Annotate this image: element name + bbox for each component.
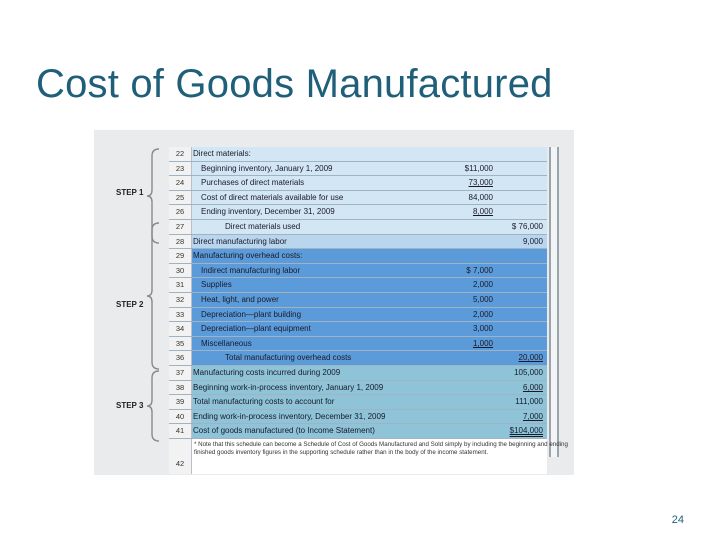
row-number: 36 — [169, 351, 192, 365]
row-number: 35 — [169, 336, 192, 351]
page-number: 24 — [671, 514, 684, 526]
table-row: 23 Beginning inventory, January 1, 2009 $1… — [169, 161, 547, 177]
amount-column-2: 111,000 — [515, 397, 543, 407]
row-label: Heat, light, and power — [201, 295, 279, 304]
table-row: 31 Supplies 2,000 — [169, 278, 547, 293]
row-number: 40 — [169, 409, 192, 424]
amount-column-1: 3,000 — [472, 324, 493, 334]
amount-column-2: 6,000 — [522, 382, 543, 392]
schedule-sheet: 42 * Note that this schedule can become … — [169, 147, 569, 474]
row-label: Direct manufacturing labor — [193, 236, 287, 246]
amount-column-2: 7,000 — [522, 411, 543, 421]
row-label: Manufacturing overhead costs: — [193, 251, 303, 261]
row-number: 25 — [169, 190, 192, 205]
row-number: 31 — [169, 278, 192, 292]
row-number: 30 — [169, 263, 192, 278]
amount-column-2: 9,000 — [522, 236, 543, 246]
row-label: Cost of direct materials available for u… — [201, 192, 344, 202]
table-row: 32 Heat, light, and power 5,000 — [169, 293, 547, 308]
table-row: 40 Ending work-in-process inventory, Dece… — [169, 409, 547, 425]
step-3-label: STEP 3 — [116, 401, 144, 410]
table-row: 30 Indirect manufacturing labor $ 7,000 — [169, 263, 547, 279]
row-label: Total manufacturing overhead costs — [225, 353, 352, 363]
row-number: 24 — [169, 176, 192, 190]
row-label: Cost of goods manufactured (to Income St… — [193, 426, 375, 436]
table-row: 22 Direct materials: — [169, 147, 547, 162]
row-label: Ending inventory, December 31, 2009 — [201, 207, 335, 217]
table-row: 26 Ending inventory, December 31, 2009 8,0… — [169, 205, 547, 220]
amount-column-1: 5,000 — [472, 295, 493, 304]
row-number: 32 — [169, 293, 192, 307]
row-label: Direct materials: — [193, 149, 251, 158]
row-number: 28 — [169, 234, 192, 249]
amount-column-1: 2,000 — [472, 280, 493, 290]
row-label: Supplies — [201, 280, 232, 290]
row-label: Purchases of direct materials — [201, 178, 305, 188]
row-label: Beginning inventory, January 1, 2009 — [201, 163, 333, 173]
table-row: 41 Cost of goods manufactured (to Income … — [169, 424, 547, 439]
footnote-text: * Note that this schedule can become a S… — [194, 441, 568, 456]
row-number: 22 — [169, 147, 192, 161]
table-row: 27 Direct materials used $ 76,000 — [169, 220, 547, 235]
sheet-right-border — [549, 147, 559, 457]
row-number: 23 — [169, 161, 192, 176]
schedule-figure: STEP 1 STEP 2 STEP 3 42 * Note that this… — [94, 130, 574, 475]
row-number: 38 — [169, 380, 192, 395]
amount-column-1: $11,000 — [464, 163, 493, 173]
amount-column-2: 20,000 — [518, 353, 543, 363]
footnote-row-number: 42 — [169, 439, 192, 474]
steps-column: STEP 1 STEP 2 STEP 3 — [94, 130, 169, 475]
table-row: 33 Depreciation—plant building 2,000 — [169, 307, 547, 323]
amount-column-1: 84,000 — [468, 192, 493, 202]
amount-column-2: 105,000 — [514, 368, 543, 377]
row-label: Ending work-in-process inventory, Decemb… — [193, 411, 386, 421]
step-3-brace-icon — [146, 370, 160, 442]
table-row: 34 Depreciation—plant equipment 3,000 — [169, 322, 547, 337]
row-number: 26 — [169, 205, 192, 219]
footnote-row: 42 — [169, 439, 547, 474]
step-2-label: STEP 2 — [116, 300, 144, 309]
table-row: 24 Purchases of direct materials 73,000 — [169, 176, 547, 191]
row-number: 37 — [169, 366, 192, 380]
table-row: 29 Manufacturing overhead costs: — [169, 249, 547, 264]
step-1-label: STEP 1 — [116, 188, 144, 197]
row-label: Miscellaneous — [201, 338, 252, 348]
table-row: 25 Cost of direct materials available for… — [169, 190, 547, 206]
table-row: 36 Total manufacturing overhead costs 20,0… — [169, 351, 547, 366]
row-number: 34 — [169, 322, 192, 336]
amount-column-1: $ 7,000 — [466, 265, 493, 275]
slide-title: Cost of Goods Manufactured — [36, 62, 553, 106]
amount-column-1: 1,000 — [472, 338, 493, 348]
amount-column-2: $ 76,000 — [511, 222, 543, 231]
row-number: 39 — [169, 395, 192, 409]
step-2-brace-icon — [146, 222, 160, 370]
table-row: 35 Miscellaneous 1,000 — [169, 336, 547, 352]
row-label: Manufacturing costs incurred during 2009 — [193, 368, 341, 377]
table-row: 39 Total manufacturing costs to account f… — [169, 395, 547, 410]
amount-column-1: 73,000 — [468, 178, 493, 188]
row-number: 33 — [169, 307, 192, 322]
amount-column-1: 8,000 — [472, 207, 493, 217]
row-number: 41 — [169, 424, 192, 438]
row-number: 27 — [169, 220, 192, 234]
row-label: Depreciation—plant equipment — [201, 324, 311, 334]
table-row: 28 Direct manufacturing labor 9,000 — [169, 234, 547, 250]
amount-column-1: 2,000 — [472, 309, 493, 319]
row-label: Depreciation—plant building — [201, 309, 302, 319]
row-label: Direct materials used — [225, 222, 301, 231]
amount-column-2: $104,000 — [509, 426, 543, 436]
table-row: 38 Beginning work-in-process inventory, J… — [169, 380, 547, 396]
row-label: Indirect manufacturing labor — [201, 265, 301, 275]
table-row: 37 Manufacturing costs incurred during 20… — [169, 366, 547, 381]
row-label: Total manufacturing costs to account for — [193, 397, 335, 407]
row-label: Beginning work-in-process inventory, Jan… — [193, 382, 384, 392]
row-number: 29 — [169, 249, 192, 263]
